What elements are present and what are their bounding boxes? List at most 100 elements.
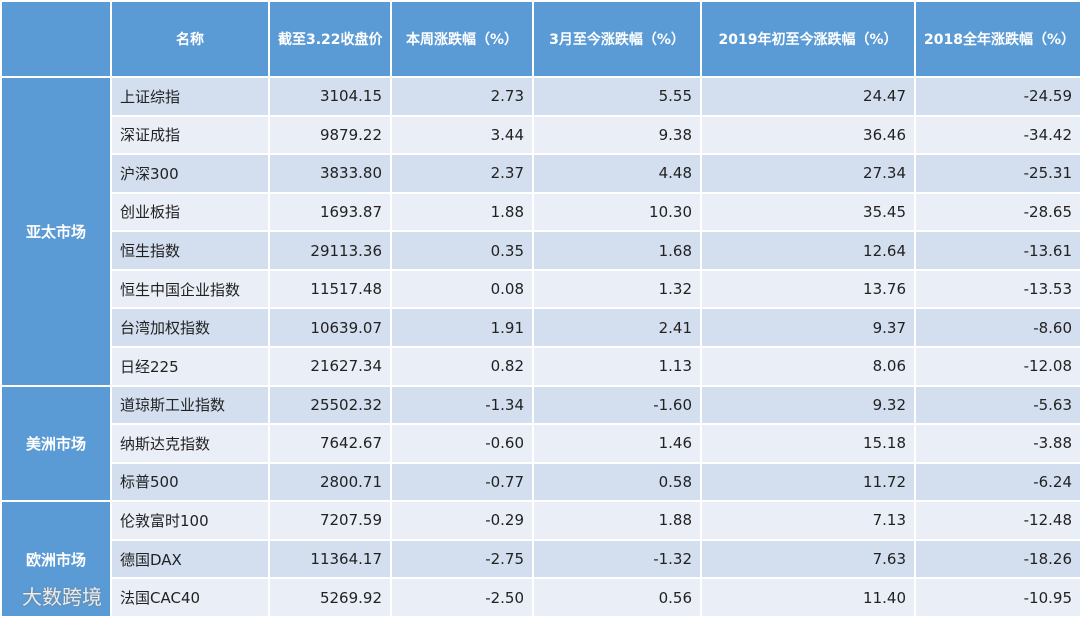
value-cell: -12.48 xyxy=(914,500,1080,541)
value-cell: -12.08 xyxy=(914,345,1080,387)
value-cell: 1.91 xyxy=(390,307,534,348)
value-cell: 25502.32 xyxy=(268,384,392,426)
value-cell: 0.56 xyxy=(532,577,702,618)
table-row: 纳斯达克指数 7642.67 -0.60 1.46 15.18 -3.88 xyxy=(1,423,1080,464)
value-cell: -1.32 xyxy=(532,538,702,580)
value-cell: 35.45 xyxy=(700,191,916,233)
value-cell: -0.29 xyxy=(390,500,534,541)
value-cell: 4.48 xyxy=(532,153,702,194)
value-cell: -2.75 xyxy=(390,538,534,580)
value-cell: -28.65 xyxy=(914,191,1080,233)
header-cell: 截至3.22收盘价 xyxy=(268,0,392,78)
value-cell: 9879.22 xyxy=(268,114,392,156)
table-row: 欧洲市场 伦敦富时100 7207.59 -0.29 1.88 7.13 -12.48 xyxy=(0,500,1080,618)
name-cell: 标普500 xyxy=(110,461,270,503)
name-cell: 恒生中国企业指数 xyxy=(110,268,270,310)
name-cell: 上证综指 xyxy=(110,76,270,117)
value-cell: 10639.07 xyxy=(268,307,392,348)
value-cell: 7207.59 xyxy=(268,500,392,541)
value-cell: 27.34 xyxy=(700,153,916,194)
value-cell: 2800.71 xyxy=(268,461,392,503)
value-cell: 13.76 xyxy=(700,268,916,310)
value-cell: 5.55 xyxy=(532,76,702,117)
value-cell: -34.42 xyxy=(914,114,1080,156)
value-cell: 1.13 xyxy=(532,345,702,387)
table-row: 德国DAX 11364.17 -2.75 -1.32 7.63 -18.26 xyxy=(1,538,1080,580)
name-cell: 日经225 xyxy=(110,345,270,387)
value-cell: 11364.17 xyxy=(268,538,392,580)
value-cell: 7.13 xyxy=(700,500,916,541)
table-row: 创业板指 1693.87 1.88 10.30 35.45 -28.65 xyxy=(1,191,1080,233)
value-cell: -2.50 xyxy=(390,577,534,618)
value-cell: -24.59 xyxy=(914,76,1080,117)
group-cell: 美洲市场 xyxy=(0,384,112,503)
value-cell: 10.30 xyxy=(532,191,702,233)
value-cell: 11517.48 xyxy=(268,268,392,310)
value-cell: 11.40 xyxy=(700,577,916,618)
value-cell: -8.60 xyxy=(914,307,1080,348)
value-cell: -1.34 xyxy=(390,384,534,426)
value-cell: 9.38 xyxy=(532,114,702,156)
value-cell: 2.41 xyxy=(532,307,702,348)
value-cell: 24.47 xyxy=(700,76,916,117)
value-cell: -10.95 xyxy=(914,577,1080,618)
header-cell xyxy=(0,0,112,78)
value-cell: 2.73 xyxy=(390,76,534,117)
header-cell: 2018全年涨跌幅（%） xyxy=(914,0,1080,78)
name-cell: 创业板指 xyxy=(110,191,270,233)
group-cell: 欧洲市场 xyxy=(0,500,112,618)
header-row: 名称 截至3.22收盘价 本周涨跌幅（%） 3月至今涨跌幅（%） 2019年初至今涨跌幅… xyxy=(0,0,1080,78)
value-cell: -6.24 xyxy=(914,461,1080,503)
value-cell: 5269.92 xyxy=(268,577,392,618)
table-row: 深证成指 9879.22 3.44 9.38 36.46 -34.42 xyxy=(1,114,1080,156)
name-cell: 德国DAX xyxy=(110,538,270,580)
value-cell: -1.60 xyxy=(532,384,702,426)
table-row: 美洲市场 道琼斯工业指数 25502.32 -1.34 -1.60 9.32 -5.63 xyxy=(0,384,1080,503)
table-row: 亚太市场 上证综指 3104.15 2.73 5.55 24.47 -24.59 xyxy=(0,76,1080,387)
table-row: 恒生中国企业指数 11517.48 0.08 1.32 13.76 -13.53 xyxy=(1,268,1080,310)
watermark: 大数跨境 xyxy=(22,585,102,609)
value-cell: 0.58 xyxy=(532,461,702,503)
table-row: 台湾加权指数 10639.07 1.91 2.41 9.37 -8.60 xyxy=(1,307,1080,348)
value-cell: -5.63 xyxy=(914,384,1080,426)
value-cell: 9.37 xyxy=(700,307,916,348)
value-cell: 1693.87 xyxy=(268,191,392,233)
value-cell: 21627.34 xyxy=(268,345,392,387)
value-cell: 0.08 xyxy=(390,268,534,310)
value-cell: -13.61 xyxy=(914,230,1080,271)
table-row: 恒生指数 29113.36 0.35 1.68 12.64 -13.61 xyxy=(1,230,1080,271)
value-cell: -0.77 xyxy=(390,461,534,503)
value-cell: 7.63 xyxy=(700,538,916,580)
table-row: 法国CAC40 5269.92 -2.50 0.56 11.40 -10.95 xyxy=(1,577,1080,618)
header-cell: 名称 xyxy=(110,0,270,78)
table-row: 沪深300 3833.80 2.37 4.48 27.34 -25.31 xyxy=(1,153,1080,194)
value-cell: 11.72 xyxy=(700,461,916,503)
value-cell: 29113.36 xyxy=(268,230,392,271)
value-cell: -13.53 xyxy=(914,268,1080,310)
name-cell: 道琼斯工业指数 xyxy=(110,384,270,426)
value-cell: -3.88 xyxy=(914,423,1080,464)
name-cell: 深证成指 xyxy=(110,114,270,156)
value-cell: 1.88 xyxy=(390,191,534,233)
value-cell: 2.37 xyxy=(390,153,534,194)
value-cell: 1.68 xyxy=(532,230,702,271)
value-cell: 1.88 xyxy=(532,500,702,541)
value-cell: 15.18 xyxy=(700,423,916,464)
group-cell: 亚太市场 xyxy=(0,76,112,387)
value-cell: 1.46 xyxy=(532,423,702,464)
value-cell: 3.44 xyxy=(390,114,534,156)
value-cell: -0.60 xyxy=(390,423,534,464)
header-cell: 2019年初至今涨跌幅（%） xyxy=(700,0,916,78)
value-cell: 0.82 xyxy=(390,345,534,387)
name-cell: 沪深300 xyxy=(110,153,270,194)
value-cell: 9.32 xyxy=(700,384,916,426)
value-cell: 7642.67 xyxy=(268,423,392,464)
name-cell: 纳斯达克指数 xyxy=(110,423,270,464)
table-row: 日经225 21627.34 0.82 1.13 8.06 -12.08 xyxy=(1,345,1080,387)
value-cell: -18.26 xyxy=(914,538,1080,580)
header-cell: 本周涨跌幅（%） xyxy=(390,0,534,78)
name-cell: 伦敦富时100 xyxy=(110,500,270,541)
name-cell: 台湾加权指数 xyxy=(110,307,270,348)
value-cell: 12.64 xyxy=(700,230,916,271)
